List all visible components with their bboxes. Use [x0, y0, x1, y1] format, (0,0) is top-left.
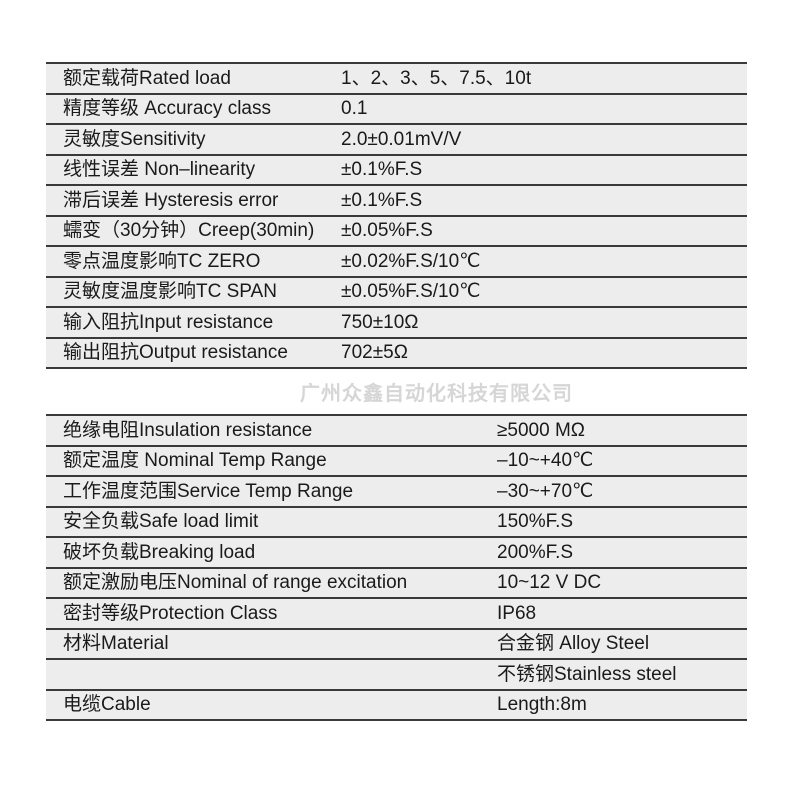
spec-value: 750±10Ω [341, 311, 419, 333]
spec-label: 零点温度影响TC ZERO [63, 250, 261, 272]
spec-label: 输出阻抗Output resistance [63, 342, 288, 364]
spec-value: 2.0±0.01mV/V [341, 128, 462, 150]
spec-value: 0.1 [341, 98, 368, 120]
spec-label: 输入阻抗Input resistance [63, 311, 274, 333]
spec-row: 电缆Cable Length:8m [46, 691, 747, 721]
spec-value: 1、2、3、5、7.5、10t [341, 67, 532, 89]
spec-row: 输出阻抗Output resistance 702±5Ω [46, 339, 747, 369]
spec-value: –30~+70℃ [497, 480, 594, 502]
specs-table-2: 绝缘电阻Insulation resistance ≥5000 MΩ 额定温度 No… [46, 414, 747, 721]
spec-value: 200%F.S [497, 541, 574, 563]
spec-label: 绝缘电阻Insulation resistance [63, 419, 313, 441]
spec-label: 工作温度范围Service Temp Range [63, 480, 354, 502]
spec-label: 额定温度 Nominal Temp Range [63, 450, 327, 472]
spec-label: 滞后误差 Hysteresis error [63, 189, 279, 211]
spec-value: ±0.02%F.S/10℃ [341, 250, 481, 272]
spec-value: –10~+40℃ [497, 450, 594, 472]
spec-row: 额定温度 Nominal Temp Range –10~+40℃ [46, 447, 747, 477]
spec-label: 蠕变（30分钟）Creep(30min) [63, 220, 315, 242]
spec-value: ±0.05%F.S/10℃ [341, 281, 481, 303]
spec-value: 合金钢 Alloy Steel [497, 633, 650, 655]
spec-row: 材料Material 合金钢 Alloy Steel [46, 630, 747, 660]
spec-row: 破坏负载Breaking load 200%F.S [46, 538, 747, 569]
spec-value: 10~12 V DC [497, 572, 602, 594]
spec-row: 不锈钢Stainless steel [46, 660, 747, 691]
spec-value: IP68 [497, 602, 537, 624]
spec-row: 灵敏度温度影响TC SPAN ±0.05%F.S/10℃ [46, 278, 747, 308]
spec-label: 线性误差 Non–linearity [63, 159, 256, 181]
spec-value: ±0.1%F.S [341, 189, 423, 211]
spec-row: 精度等级 Accuracy class 0.1 [46, 95, 747, 125]
spec-row: 密封等级Protection Class IP68 [46, 599, 747, 630]
spec-value: ±0.05%F.S [341, 220, 433, 242]
spec-row: 安全负载Safe load limit 150%F.S [46, 508, 747, 538]
company-watermark: 广州众鑫自动化科技有限公司 [300, 383, 573, 405]
spec-value: ≥5000 MΩ [497, 419, 586, 441]
spec-label: 精度等级 Accuracy class [63, 98, 271, 120]
spec-row: 输入阻抗Input resistance 750±10Ω [46, 308, 747, 339]
specs-table-1: 额定载荷Rated load 1、2、3、5、7.5、10t 精度等级 Accura… [46, 62, 747, 369]
spec-row: 线性误差 Non–linearity ±0.1%F.S [46, 156, 747, 186]
spec-label: 灵敏度Sensitivity [63, 128, 206, 150]
spec-row: 额定载荷Rated load 1、2、3、5、7.5、10t [46, 64, 747, 95]
spec-label: 安全负载Safe load limit [63, 511, 259, 533]
spec-row: 灵敏度Sensitivity 2.0±0.01mV/V [46, 125, 747, 156]
spec-row: 零点温度影响TC ZERO ±0.02%F.S/10℃ [46, 247, 747, 278]
spec-value: 不锈钢Stainless steel [497, 663, 677, 685]
spec-label: 破坏负载Breaking load [63, 541, 256, 563]
spec-label: 密封等级Protection Class [63, 602, 278, 624]
spec-row: 滞后误差 Hysteresis error ±0.1%F.S [46, 186, 747, 217]
spec-row: 蠕变（30分钟）Creep(30min) ±0.05%F.S [46, 217, 747, 247]
spec-label: 电缆Cable [63, 694, 151, 716]
spec-label: 灵敏度温度影响TC SPAN [63, 281, 277, 303]
spec-value: ±0.1%F.S [341, 159, 423, 181]
spec-label: 额定激励电压Nominal of range excitation [63, 572, 408, 594]
spec-label: 材料Material [63, 633, 169, 655]
spec-row: 额定激励电压Nominal of range excitation 10~12 V… [46, 569, 747, 599]
spec-row: 工作温度范围Service Temp Range –30~+70℃ [46, 477, 747, 508]
spec-value: 150%F.S [497, 511, 574, 533]
spec-value: Length:8m [497, 694, 587, 716]
spec-label: 额定载荷Rated load [63, 67, 231, 89]
spec-value: 702±5Ω [341, 342, 408, 364]
spec-row: 绝缘电阻Insulation resistance ≥5000 MΩ [46, 416, 747, 447]
